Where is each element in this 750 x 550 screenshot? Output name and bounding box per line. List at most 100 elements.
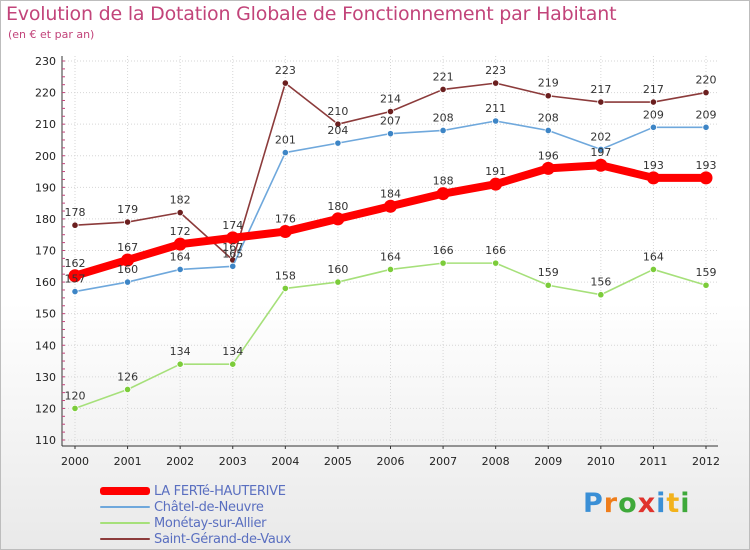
data-point — [544, 92, 552, 100]
data-labels: 162 167 172 174 176 180 184 188 191 196 197 193 193 1… — [65, 64, 717, 402]
data-label: 223 — [485, 64, 506, 77]
y-tick-label: 120 — [35, 402, 56, 415]
data-label: 207 — [380, 115, 401, 128]
data-point — [492, 117, 500, 125]
data-point — [334, 139, 342, 147]
logo-letter: r — [603, 488, 619, 519]
data-label: 157 — [65, 273, 86, 286]
data-point — [597, 98, 605, 106]
legend-label: Châtel-de-Neuvre — [154, 499, 264, 515]
x-tick-label: 2012 — [692, 455, 720, 468]
data-label: 204 — [327, 124, 348, 137]
data-point — [386, 130, 395, 138]
y-tick-label: 140 — [35, 339, 56, 352]
data-point — [439, 85, 447, 94]
legend-label: LA FERTé-HAUTERIVE — [154, 483, 286, 499]
data-label: 214 — [380, 93, 401, 106]
data-label: 184 — [380, 187, 401, 200]
data-label: 201 — [275, 134, 296, 147]
data-point — [176, 265, 184, 274]
legend-item: Saint-Gérand-de-Vaux — [100, 531, 291, 547]
data-point — [229, 360, 237, 368]
data-label: 188 — [433, 175, 454, 188]
data-point — [281, 148, 289, 157]
y-tick-label: 200 — [35, 150, 56, 163]
data-label: 166 — [433, 244, 454, 257]
data-label: 164 — [643, 250, 664, 263]
data-label: 159 — [696, 266, 717, 279]
x-tick-label: 2002 — [166, 455, 194, 468]
logo-letter: o — [618, 488, 638, 519]
data-point — [492, 79, 500, 87]
data-label: 209 — [643, 108, 664, 121]
data-point — [439, 126, 447, 135]
data-point — [492, 259, 500, 267]
y-tick-label: 160 — [35, 276, 56, 289]
y-tick-label: 180 — [35, 213, 56, 226]
data-point — [649, 123, 658, 131]
data-point — [597, 145, 605, 154]
data-label: 209 — [696, 108, 717, 121]
data-point — [226, 231, 240, 245]
data-label: 162 — [65, 257, 86, 270]
data-point — [386, 265, 395, 274]
data-label: 134 — [222, 345, 243, 358]
data-label: 202 — [590, 130, 611, 143]
data-label: 217 — [643, 83, 664, 96]
data-label: 134 — [170, 345, 191, 358]
proxiti-logo: Proxiti — [583, 488, 691, 519]
data-label: 208 — [538, 111, 559, 124]
x-tick-label: 2009 — [534, 455, 562, 468]
logo-letter: P — [583, 488, 604, 519]
logo-letter: t — [666, 488, 681, 519]
data-label: 221 — [433, 70, 454, 83]
data-point — [68, 269, 82, 283]
logo-letter: x — [637, 488, 657, 519]
data-point — [384, 199, 397, 213]
y-tick-label: 190 — [35, 181, 56, 194]
data-label: 160 — [327, 263, 348, 276]
data-label: 219 — [538, 77, 559, 90]
data-label: 160 — [117, 263, 138, 276]
data-point — [121, 253, 135, 267]
y-tick-label: 220 — [35, 87, 56, 100]
x-tick-label: 2011 — [639, 455, 667, 468]
data-point — [71, 404, 79, 413]
y-tick-label: 150 — [35, 308, 56, 321]
data-point — [334, 120, 342, 128]
data-point — [544, 126, 552, 135]
legend: LA FERTé-HAUTERIVE Châtel-de-Neuvre Monéta… — [100, 483, 291, 547]
x-tick-label: 2007 — [429, 455, 457, 468]
axes: 110 120 130 140 150 160 170 180 190 200 210 220 230 2… — [35, 55, 720, 468]
data-point — [702, 88, 710, 97]
data-point — [702, 281, 710, 289]
data-point — [386, 107, 395, 116]
data-label: 176 — [275, 213, 296, 226]
data-label: 182 — [170, 194, 191, 207]
data-label: 167 — [117, 241, 138, 254]
data-point — [334, 278, 342, 286]
y-tick-label: 210 — [35, 118, 56, 131]
data-point — [544, 281, 552, 289]
data-label: 158 — [275, 269, 296, 282]
data-point — [176, 360, 184, 368]
chart-title: Evolution de la Dotation Globale de Fonc… — [6, 3, 617, 25]
data-point — [173, 237, 187, 251]
data-point — [281, 79, 289, 87]
data-point — [71, 221, 79, 229]
y-tick-label: 170 — [35, 245, 56, 258]
data-label: 197 — [590, 146, 611, 159]
legend-item: Châtel-de-Neuvre — [100, 499, 291, 515]
data-point — [123, 218, 132, 226]
y-tick-label: 110 — [35, 434, 56, 447]
data-label: 193 — [643, 159, 664, 172]
data-point — [649, 98, 658, 106]
y-tick-label: 230 — [35, 55, 56, 68]
data-label: 210 — [327, 105, 348, 118]
data-point — [229, 262, 237, 270]
data-point — [489, 177, 503, 191]
data-point — [649, 265, 658, 274]
data-point — [123, 278, 132, 286]
